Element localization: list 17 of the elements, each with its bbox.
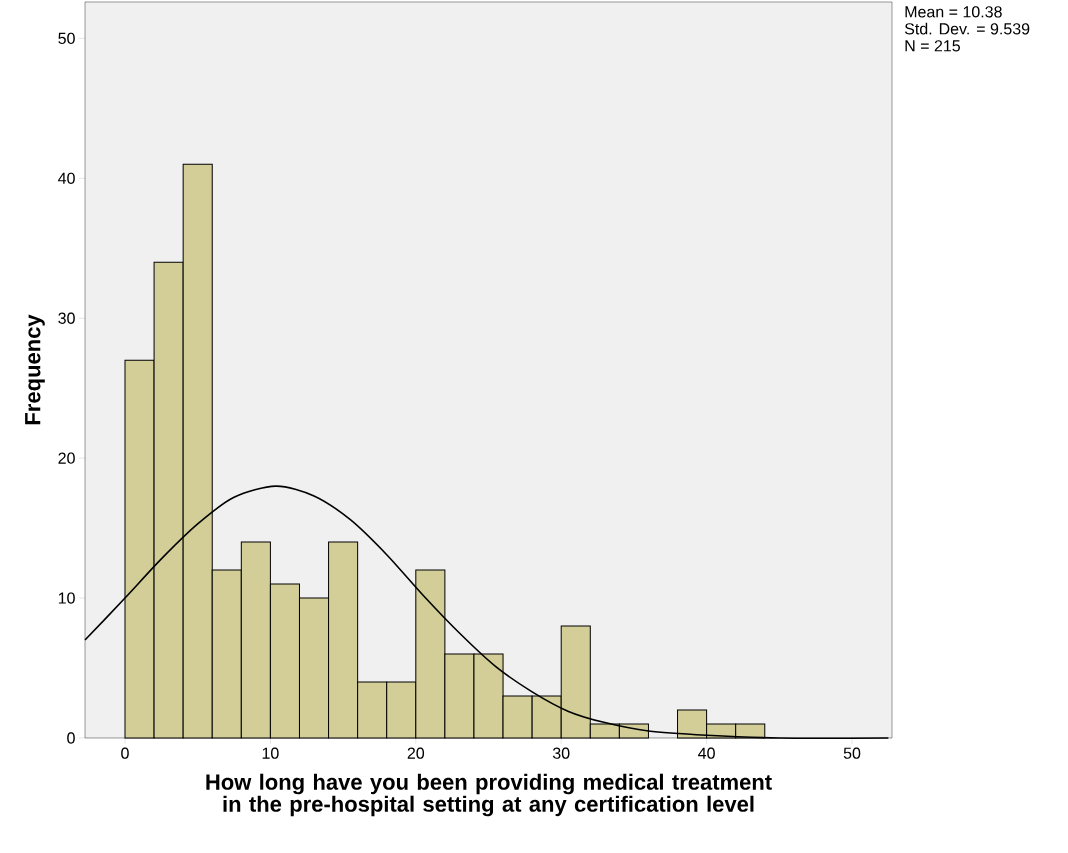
y-axis-title: Frequency xyxy=(25,314,45,425)
x-tick-label: 0 xyxy=(121,747,129,759)
text: Mean = 10.38 xyxy=(905,6,1002,18)
y-tick-label: 50 xyxy=(58,32,75,45)
y-tick-label: 30 xyxy=(58,312,75,324)
x-tick-label: 40 xyxy=(698,747,715,759)
y-tick-label: 0 xyxy=(67,732,75,744)
x-tick-label: 30 xyxy=(552,747,570,759)
x-tick-label: 20 xyxy=(407,747,425,759)
y-tick-label: 20 xyxy=(58,452,75,464)
x-tick-label: 50 xyxy=(843,747,861,759)
y-tick-label: 10 xyxy=(58,592,75,604)
x-axis-title: How long have you been providing medical treatment in the pre-hospital setting at any certification level xyxy=(206,773,772,817)
text: Std. Dev. = 9.539 xyxy=(904,22,1030,35)
x-tick-label: 10 xyxy=(262,747,279,759)
text: N = 215 xyxy=(905,40,960,52)
y-tick-label: 40 xyxy=(58,172,75,184)
